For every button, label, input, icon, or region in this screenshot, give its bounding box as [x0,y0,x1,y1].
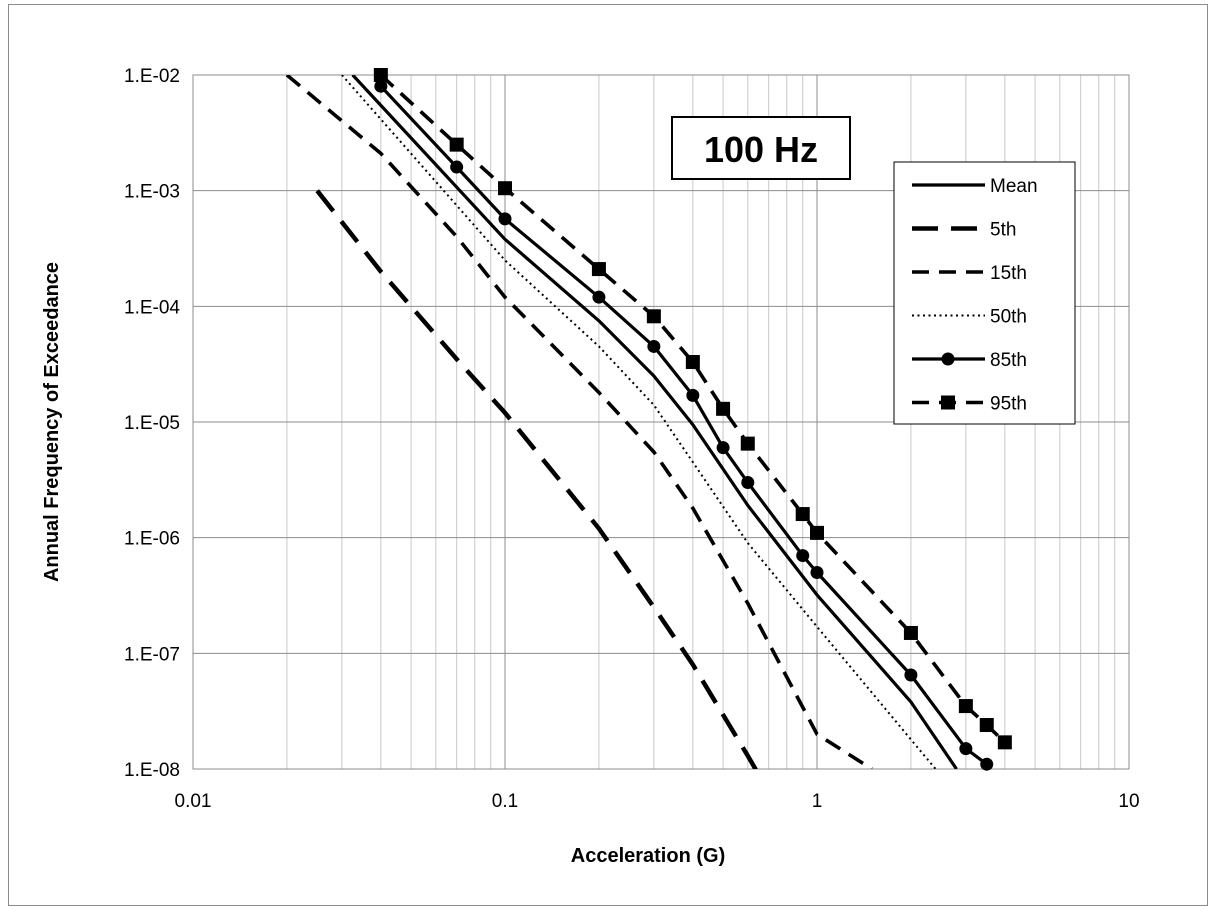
annotation-label: 100 Hz [704,129,818,170]
x-tick-label: 0.01 [175,791,212,812]
series-line-5th [315,189,759,769]
plot-area-border [192,74,1130,770]
legend-label: Mean [990,176,1038,197]
x-tick-label: 0.1 [492,791,518,812]
data-point-95th [903,625,918,640]
data-point-85th [904,668,918,682]
data-point-95th [685,355,700,370]
y-tick-label: 1.E-08 [124,760,180,781]
y-tick-label: 1.E-05 [124,413,180,434]
data-point-85th [810,565,824,579]
data-point-95th [591,262,606,277]
data-point-85th [686,388,700,402]
x-tick-label: 1 [812,791,823,812]
y-axis-title: Annual Frequency of Exceedance [41,262,63,582]
data-point-95th [997,735,1012,750]
data-point-95th [449,137,464,152]
data-point-85th [647,339,661,353]
data-point-85th [796,549,810,563]
y-tick-label: 1.E-07 [124,644,180,665]
legend-item-mean: Mean [912,176,1038,197]
tick-labels: 0.01 0.1 1 10 1.E-08 1.E-07 1.E-06 1.E-05 1.E-04… [124,66,1140,812]
y-tick-label: 1.E-06 [124,529,180,550]
series-line-15th [285,75,873,769]
x-axis-title: Acceleration (G) [571,845,725,867]
data-point-85th [980,757,994,771]
legend-marker [941,395,955,410]
data-point-85th [374,79,388,93]
data-point-95th [716,401,731,416]
annotation-box: 100 Hz [671,116,851,180]
data-point-95th [740,436,755,451]
y-tick-label: 1.E-02 [124,66,180,87]
data-point-85th [450,160,464,174]
legend-label: 95th [990,394,1027,415]
data-point-95th [795,507,810,522]
marker-layer [373,68,1012,771]
legend-label: 15th [990,263,1027,284]
series-line-mean [351,75,958,769]
data-point-95th [810,525,824,540]
legend-item-50th: 50th [912,307,1027,328]
series-line-95th [379,75,1007,744]
data-point-95th [498,181,512,196]
y-tick-label: 1.E-03 [124,182,180,203]
legend-label: 5th [990,220,1016,241]
data-point-85th [498,212,512,226]
legend-item-15th: 15th [912,263,1027,284]
chart-frame [8,4,1208,906]
legend-item-85th: 85th [912,350,1027,371]
legend-label: 85th [990,350,1027,371]
series-line-50th [341,75,937,769]
data-point-85th [592,290,606,304]
data-point-85th [959,742,973,756]
data-point-85th [716,441,730,455]
data-point-85th [741,475,755,489]
y-tick-label: 1.E-04 [124,297,180,318]
data-point-95th [373,68,388,82]
data-point-95th [646,309,661,324]
legend-box [893,161,1076,425]
legend-marker [941,352,955,366]
legend-label: 50th [990,307,1027,328]
legend-item-95th: 95th [912,394,1027,415]
legend-item-5th: 5th [912,220,1016,241]
x-tick-label: 10 [1118,791,1139,812]
data-point-95th [958,699,973,714]
data-point-95th [979,718,994,733]
legend: Mean 5th 15th 50th 85th 95th [893,161,1076,425]
